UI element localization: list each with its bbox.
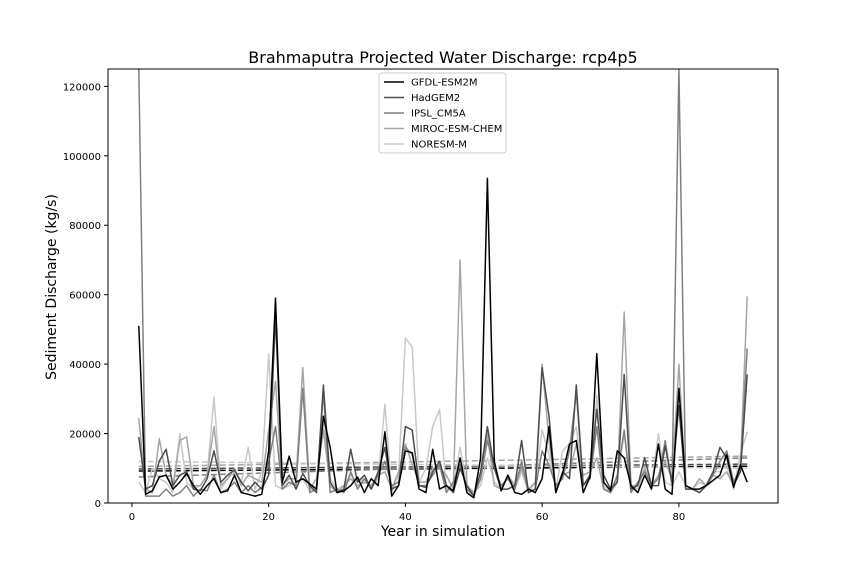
legend-label-3: IPSL_CM5A <box>411 109 466 120</box>
series-line-2 <box>138 314 748 497</box>
y-tick-label: 40000 <box>69 360 101 371</box>
x-tick-label: 0 <box>129 512 135 523</box>
trend-line-4 <box>138 455 748 468</box>
y-tick-label: 80000 <box>69 221 101 232</box>
legend-label-2: HadGEM2 <box>411 93 460 104</box>
trend-line-5 <box>138 460 748 470</box>
y-tick-label: 60000 <box>69 291 101 302</box>
x-tick-label: 40 <box>399 512 412 523</box>
x-tick-label: 60 <box>536 512 549 523</box>
legend-label-5: NORESM-M <box>411 140 467 151</box>
plot-lines <box>138 69 748 499</box>
legend-label-4: MIROC-ESM-CHEM <box>411 124 502 135</box>
series-line-5 <box>138 337 748 494</box>
x-axis-label: Year in simulation <box>380 524 505 540</box>
series-line-1 <box>138 177 748 499</box>
x-tick-label: 20 <box>262 512 275 523</box>
y-tick-label: 120000 <box>63 82 101 93</box>
legend-label-1: GFDL-ESM2M <box>411 78 478 89</box>
chart-title: Brahmaputra Projected Water Discharge: r… <box>248 48 637 67</box>
legend-box <box>378 72 507 154</box>
y-axis-label: Sediment Discharge (kg/s) <box>44 194 60 380</box>
y-tick-label: 0 <box>95 499 101 510</box>
y-tick-label: 20000 <box>69 430 101 441</box>
x-tick-label: 80 <box>673 512 686 523</box>
chart-legend: GFDL-ESM2M HadGEM2 IPSL_CM5A MIROC-ESM-CHEM… <box>378 72 507 154</box>
x-axis-ticks: 0 20 40 60 80 <box>129 503 685 523</box>
y-tick-label: 100000 <box>63 152 101 163</box>
plot-area-frame <box>107 68 779 504</box>
y-axis-ticks: 0 20000 40000 60000 80000 100000 120000 <box>63 82 108 510</box>
